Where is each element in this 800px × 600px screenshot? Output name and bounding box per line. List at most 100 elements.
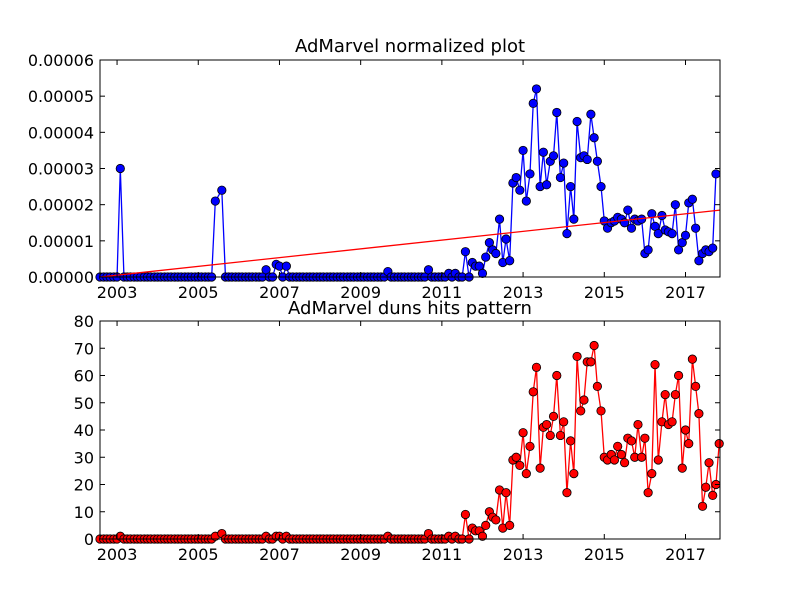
data-point bbox=[708, 243, 718, 253]
data-point bbox=[501, 488, 511, 498]
data-point bbox=[708, 490, 718, 500]
y-tick-label: 10 bbox=[74, 503, 94, 522]
data-point bbox=[691, 223, 701, 233]
data-point bbox=[552, 107, 562, 118]
data-point bbox=[653, 455, 663, 465]
x-tick-label: 2007 bbox=[259, 283, 300, 302]
data-point bbox=[619, 458, 630, 468]
y-tick-label: 60 bbox=[74, 367, 94, 386]
data-point bbox=[640, 433, 650, 443]
data-point bbox=[687, 354, 697, 364]
data-point bbox=[521, 468, 531, 479]
x-tick-label: 2009 bbox=[340, 545, 381, 564]
data-point bbox=[609, 455, 620, 465]
data-point bbox=[460, 247, 471, 257]
data-point bbox=[491, 248, 501, 259]
data-point bbox=[494, 214, 505, 224]
data-point bbox=[481, 252, 491, 262]
data-point bbox=[586, 109, 596, 119]
data-point bbox=[582, 154, 592, 165]
data-point bbox=[643, 245, 653, 255]
data-point bbox=[673, 370, 684, 381]
chart-title: AdMarvel duns hits pattern bbox=[288, 298, 532, 319]
data-point bbox=[697, 501, 708, 511]
x-tick-label: 2013 bbox=[503, 283, 544, 302]
data-point bbox=[680, 230, 691, 241]
y-tick-label: 70 bbox=[74, 339, 94, 358]
series-1 bbox=[99, 209, 721, 278]
data-point bbox=[694, 409, 704, 419]
data-point bbox=[701, 482, 711, 492]
data-point bbox=[545, 430, 555, 441]
axes-frame bbox=[99, 59, 721, 278]
data-point bbox=[491, 515, 501, 525]
data-point bbox=[531, 84, 542, 94]
data-point bbox=[626, 223, 637, 233]
series-0 bbox=[95, 84, 721, 282]
data-point bbox=[518, 428, 528, 438]
data-point bbox=[680, 425, 691, 435]
data-point bbox=[711, 169, 721, 179]
data-point bbox=[687, 194, 697, 204]
data-point bbox=[505, 256, 515, 266]
data-point bbox=[579, 395, 589, 405]
data-point bbox=[531, 362, 542, 372]
data-point bbox=[596, 181, 606, 192]
data-point bbox=[528, 387, 538, 397]
data-point bbox=[562, 229, 572, 239]
data-point bbox=[518, 145, 528, 156]
data-point bbox=[562, 488, 572, 498]
data-point bbox=[565, 436, 576, 446]
y-tick-label: 0.00002 bbox=[28, 196, 94, 215]
data-point bbox=[548, 151, 559, 161]
x-tick-label: 2009 bbox=[340, 283, 381, 302]
data-point bbox=[501, 234, 511, 244]
data-point bbox=[515, 185, 525, 195]
data-point bbox=[515, 460, 525, 471]
data-point bbox=[596, 406, 606, 416]
data-point bbox=[505, 520, 515, 530]
data-point bbox=[548, 411, 559, 421]
data-point bbox=[525, 441, 535, 451]
data-point bbox=[555, 430, 566, 441]
data-point bbox=[477, 268, 488, 278]
data-point bbox=[538, 147, 548, 157]
data-point bbox=[565, 181, 576, 192]
data-point bbox=[714, 439, 724, 449]
data-point bbox=[616, 449, 626, 460]
x-tick-label: 2003 bbox=[97, 545, 138, 564]
chart-title: AdMarvel normalized plot bbox=[295, 36, 525, 57]
data-point bbox=[511, 452, 521, 462]
data-point bbox=[542, 180, 552, 190]
data-point bbox=[592, 156, 602, 166]
y-tick-label: 0.00006 bbox=[28, 51, 94, 70]
data-point bbox=[477, 531, 488, 541]
x-tick-label: 2015 bbox=[584, 545, 625, 564]
y-tick-label: 40 bbox=[74, 421, 94, 440]
y-tick-label: 0.00005 bbox=[28, 87, 94, 106]
data-point bbox=[589, 133, 599, 143]
data-point bbox=[481, 520, 491, 530]
data-point bbox=[552, 370, 562, 381]
y-tick-label: 0 bbox=[84, 530, 94, 549]
data-point bbox=[589, 340, 599, 351]
data-point bbox=[528, 98, 538, 109]
data-point bbox=[281, 261, 291, 271]
data-point bbox=[623, 205, 633, 215]
data-point bbox=[650, 359, 660, 370]
y-tick-label: 0.00000 bbox=[28, 268, 94, 287]
data-point bbox=[559, 417, 569, 427]
y-tick-label: 0.00004 bbox=[28, 123, 94, 142]
x-tick-label: 2011 bbox=[422, 283, 463, 302]
series-0 bbox=[95, 340, 724, 544]
x-tick-label: 2007 bbox=[259, 545, 300, 564]
data-point bbox=[677, 463, 687, 473]
data-point bbox=[542, 419, 552, 430]
x-tick-label: 2017 bbox=[665, 545, 706, 564]
data-point bbox=[217, 185, 227, 195]
data-point bbox=[637, 452, 647, 462]
data-point bbox=[670, 389, 680, 400]
chart-duns-hits-pattern: AdMarvel duns hits pattern 2003 2005 2007 2… bbox=[74, 298, 724, 564]
data-point bbox=[626, 436, 637, 446]
